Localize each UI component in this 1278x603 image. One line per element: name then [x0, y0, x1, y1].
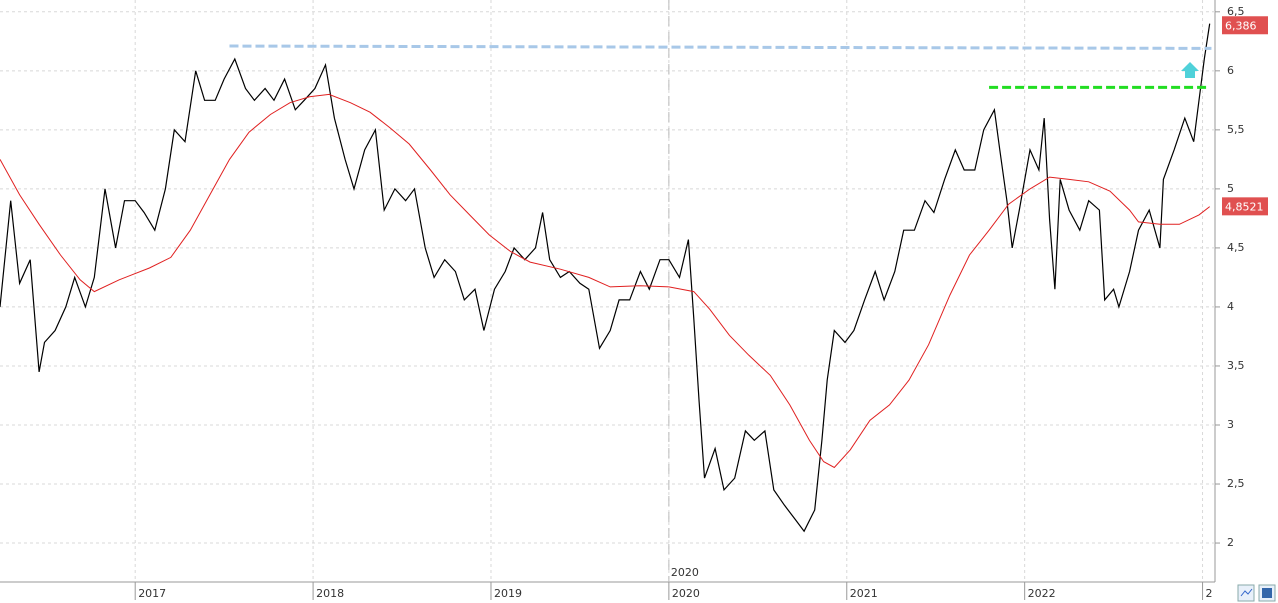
y-tick-label: 2 [1227, 536, 1234, 549]
price-badge-label: 4,8521 [1225, 200, 1264, 213]
price-line [0, 23, 1211, 533]
toolbar [1237, 584, 1276, 602]
x-tick-label: 2019 [494, 587, 522, 600]
x-tick-label: 2021 [850, 587, 878, 600]
marker-label: 2020 [671, 566, 699, 579]
y-tick-label: 5 [1227, 182, 1234, 195]
x-tick-label: 2022 [1028, 587, 1056, 600]
y-tick-label: 6,5 [1227, 5, 1245, 18]
y-tick-label: 4,5 [1227, 241, 1245, 254]
save-icon [1262, 588, 1272, 598]
level-line [229, 44, 1212, 50]
y-tick-label: 5,5 [1227, 123, 1245, 136]
price-badge [1222, 197, 1268, 216]
price-line [0, 93, 1211, 469]
zoom-button[interactable] [1237, 584, 1255, 602]
price-badge-label: 6,386 [1225, 19, 1257, 32]
arrow-icon [1181, 62, 1199, 78]
x-tick-label: 2020 [672, 587, 700, 600]
x-tick-label: 2017 [138, 587, 166, 600]
y-tick-label: 3 [1227, 418, 1234, 431]
y-tick-label: 6 [1227, 64, 1234, 77]
price-badge [1222, 16, 1268, 35]
zoom-icon [1240, 588, 1253, 597]
y-tick-label: 3,5 [1227, 359, 1245, 372]
y-tick-label: 2,5 [1227, 477, 1245, 490]
x-tick-label: 2018 [316, 587, 344, 600]
y-tick-label: 4 [1227, 300, 1234, 313]
x-tick-label: 2 [1206, 587, 1213, 600]
